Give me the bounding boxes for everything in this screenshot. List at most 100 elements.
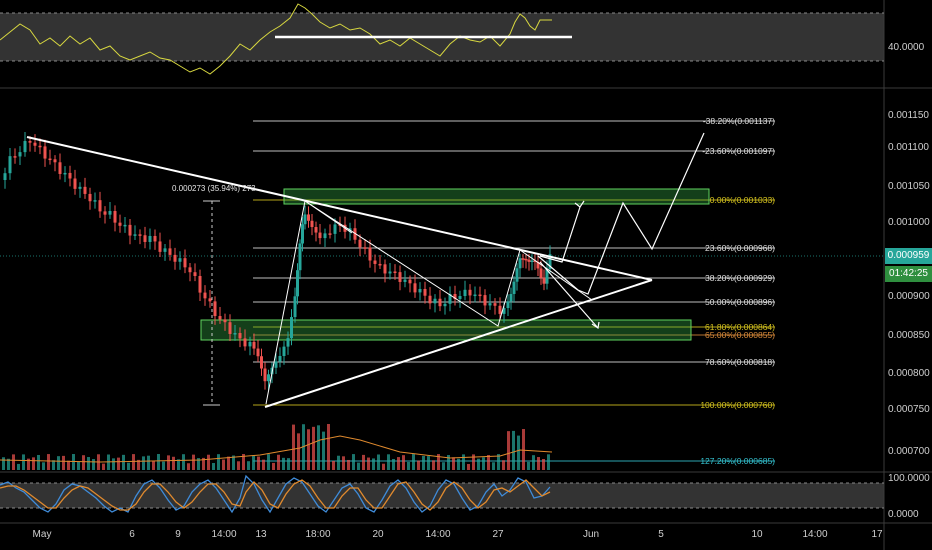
price-axis-label: 0.000900 <box>888 291 930 302</box>
triangle-pattern[interactable] <box>26 136 653 408</box>
candle-body <box>493 303 497 306</box>
volume-bar <box>292 424 295 470</box>
candle-body <box>310 220 314 228</box>
volume-bar <box>167 455 170 470</box>
volume-bar <box>152 460 155 470</box>
candle-body <box>463 289 467 297</box>
fib-level-label: -38.20%(0.001137) <box>702 116 775 126</box>
candle-body <box>48 158 52 161</box>
volume-bar <box>542 459 545 470</box>
candle-body <box>383 264 387 274</box>
candlestick-series <box>3 132 552 391</box>
candle-body <box>373 260 377 264</box>
volume-bar <box>422 455 425 470</box>
candle-body <box>282 346 286 357</box>
volume-bar <box>72 454 75 470</box>
volume-bar <box>227 456 230 470</box>
candle-body <box>238 333 242 339</box>
candle-body <box>545 268 549 284</box>
time-axis-label: Jun <box>582 529 600 540</box>
candle-body <box>298 243 302 271</box>
candle-body <box>403 279 407 282</box>
volume-bar <box>177 459 180 470</box>
candle-body <box>286 338 290 347</box>
volume-bar <box>357 462 360 470</box>
price-axis-label: 0.001050 <box>888 181 930 192</box>
volume-bar <box>527 461 530 470</box>
candle-body <box>103 211 107 215</box>
candle-body <box>43 146 47 159</box>
candle-body <box>218 316 222 320</box>
support-zone[interactable] <box>200 319 692 341</box>
stoch-d-line <box>0 479 551 511</box>
volume-bar <box>257 456 260 470</box>
volume-bar <box>287 458 290 470</box>
fib-level-label: 38.20%(0.000929) <box>705 273 775 283</box>
candle-body <box>178 258 182 262</box>
candle-body <box>260 356 263 369</box>
candle-body <box>428 295 432 304</box>
volume-bar <box>232 455 235 470</box>
volume-bar <box>482 457 485 470</box>
volume-bar <box>197 458 200 470</box>
fib-level-label: 65.00%(0.000855) <box>705 330 775 340</box>
volume-bar <box>372 458 375 470</box>
candle-body <box>63 172 67 175</box>
candle-body <box>506 301 510 309</box>
volume-bar <box>142 456 145 470</box>
candle-body <box>83 186 87 194</box>
projection-arrows[interactable] <box>537 132 705 330</box>
volume-bar <box>352 454 355 470</box>
candle-body <box>418 288 422 293</box>
rsi-panel <box>0 3 884 75</box>
candle-body <box>93 200 97 202</box>
volume-bar <box>347 459 350 470</box>
wave-lines[interactable] <box>265 200 593 405</box>
volume-bar <box>442 462 445 470</box>
candle-body <box>113 211 117 223</box>
candle-body <box>133 234 137 236</box>
candle-body <box>307 214 310 221</box>
rsi-level-label: 40.0000 <box>888 42 925 53</box>
candle-body <box>38 145 42 148</box>
candle-body <box>23 141 27 153</box>
volume-bar <box>307 429 310 470</box>
candle-body <box>488 303 492 306</box>
time-axis-label: 20 <box>372 529 384 540</box>
candle-body <box>290 317 293 339</box>
candle-body <box>498 305 502 314</box>
volume-bar <box>132 454 135 470</box>
volume-bar <box>137 459 140 470</box>
candle-body <box>58 162 62 174</box>
candle-body <box>3 173 7 180</box>
volume-bar <box>92 459 95 470</box>
candle-body <box>98 200 102 212</box>
volume-bar <box>457 458 460 470</box>
time-axis-label: 27 <box>492 529 504 540</box>
candle-body <box>163 248 167 252</box>
candle-body <box>433 298 437 304</box>
candle-body <box>208 298 212 302</box>
fib-level-label: 100.00%(0.000760) <box>700 400 775 410</box>
candle-body <box>108 211 112 215</box>
fib-level-label: 78.60%(0.000818) <box>705 357 775 367</box>
candle-body <box>173 254 177 262</box>
volume-bar <box>317 425 320 470</box>
price-axis-label: 0.000750 <box>888 404 930 415</box>
fib-level-label: -23.60%(0.001097) <box>702 146 775 156</box>
candle-body <box>153 235 157 242</box>
volume-bar <box>117 457 120 470</box>
candle-body <box>301 224 304 244</box>
volume-bar <box>237 461 240 470</box>
candle-body <box>398 272 402 282</box>
candle-body <box>88 193 92 202</box>
volume-bar <box>87 457 90 470</box>
volume-bar <box>502 460 505 470</box>
candle-body <box>18 152 22 157</box>
resistance-zone[interactable] <box>283 188 710 205</box>
volume-bar <box>192 454 195 470</box>
candle-body <box>524 258 528 261</box>
candle-body <box>473 294 477 297</box>
measure-tool[interactable] <box>203 200 220 406</box>
